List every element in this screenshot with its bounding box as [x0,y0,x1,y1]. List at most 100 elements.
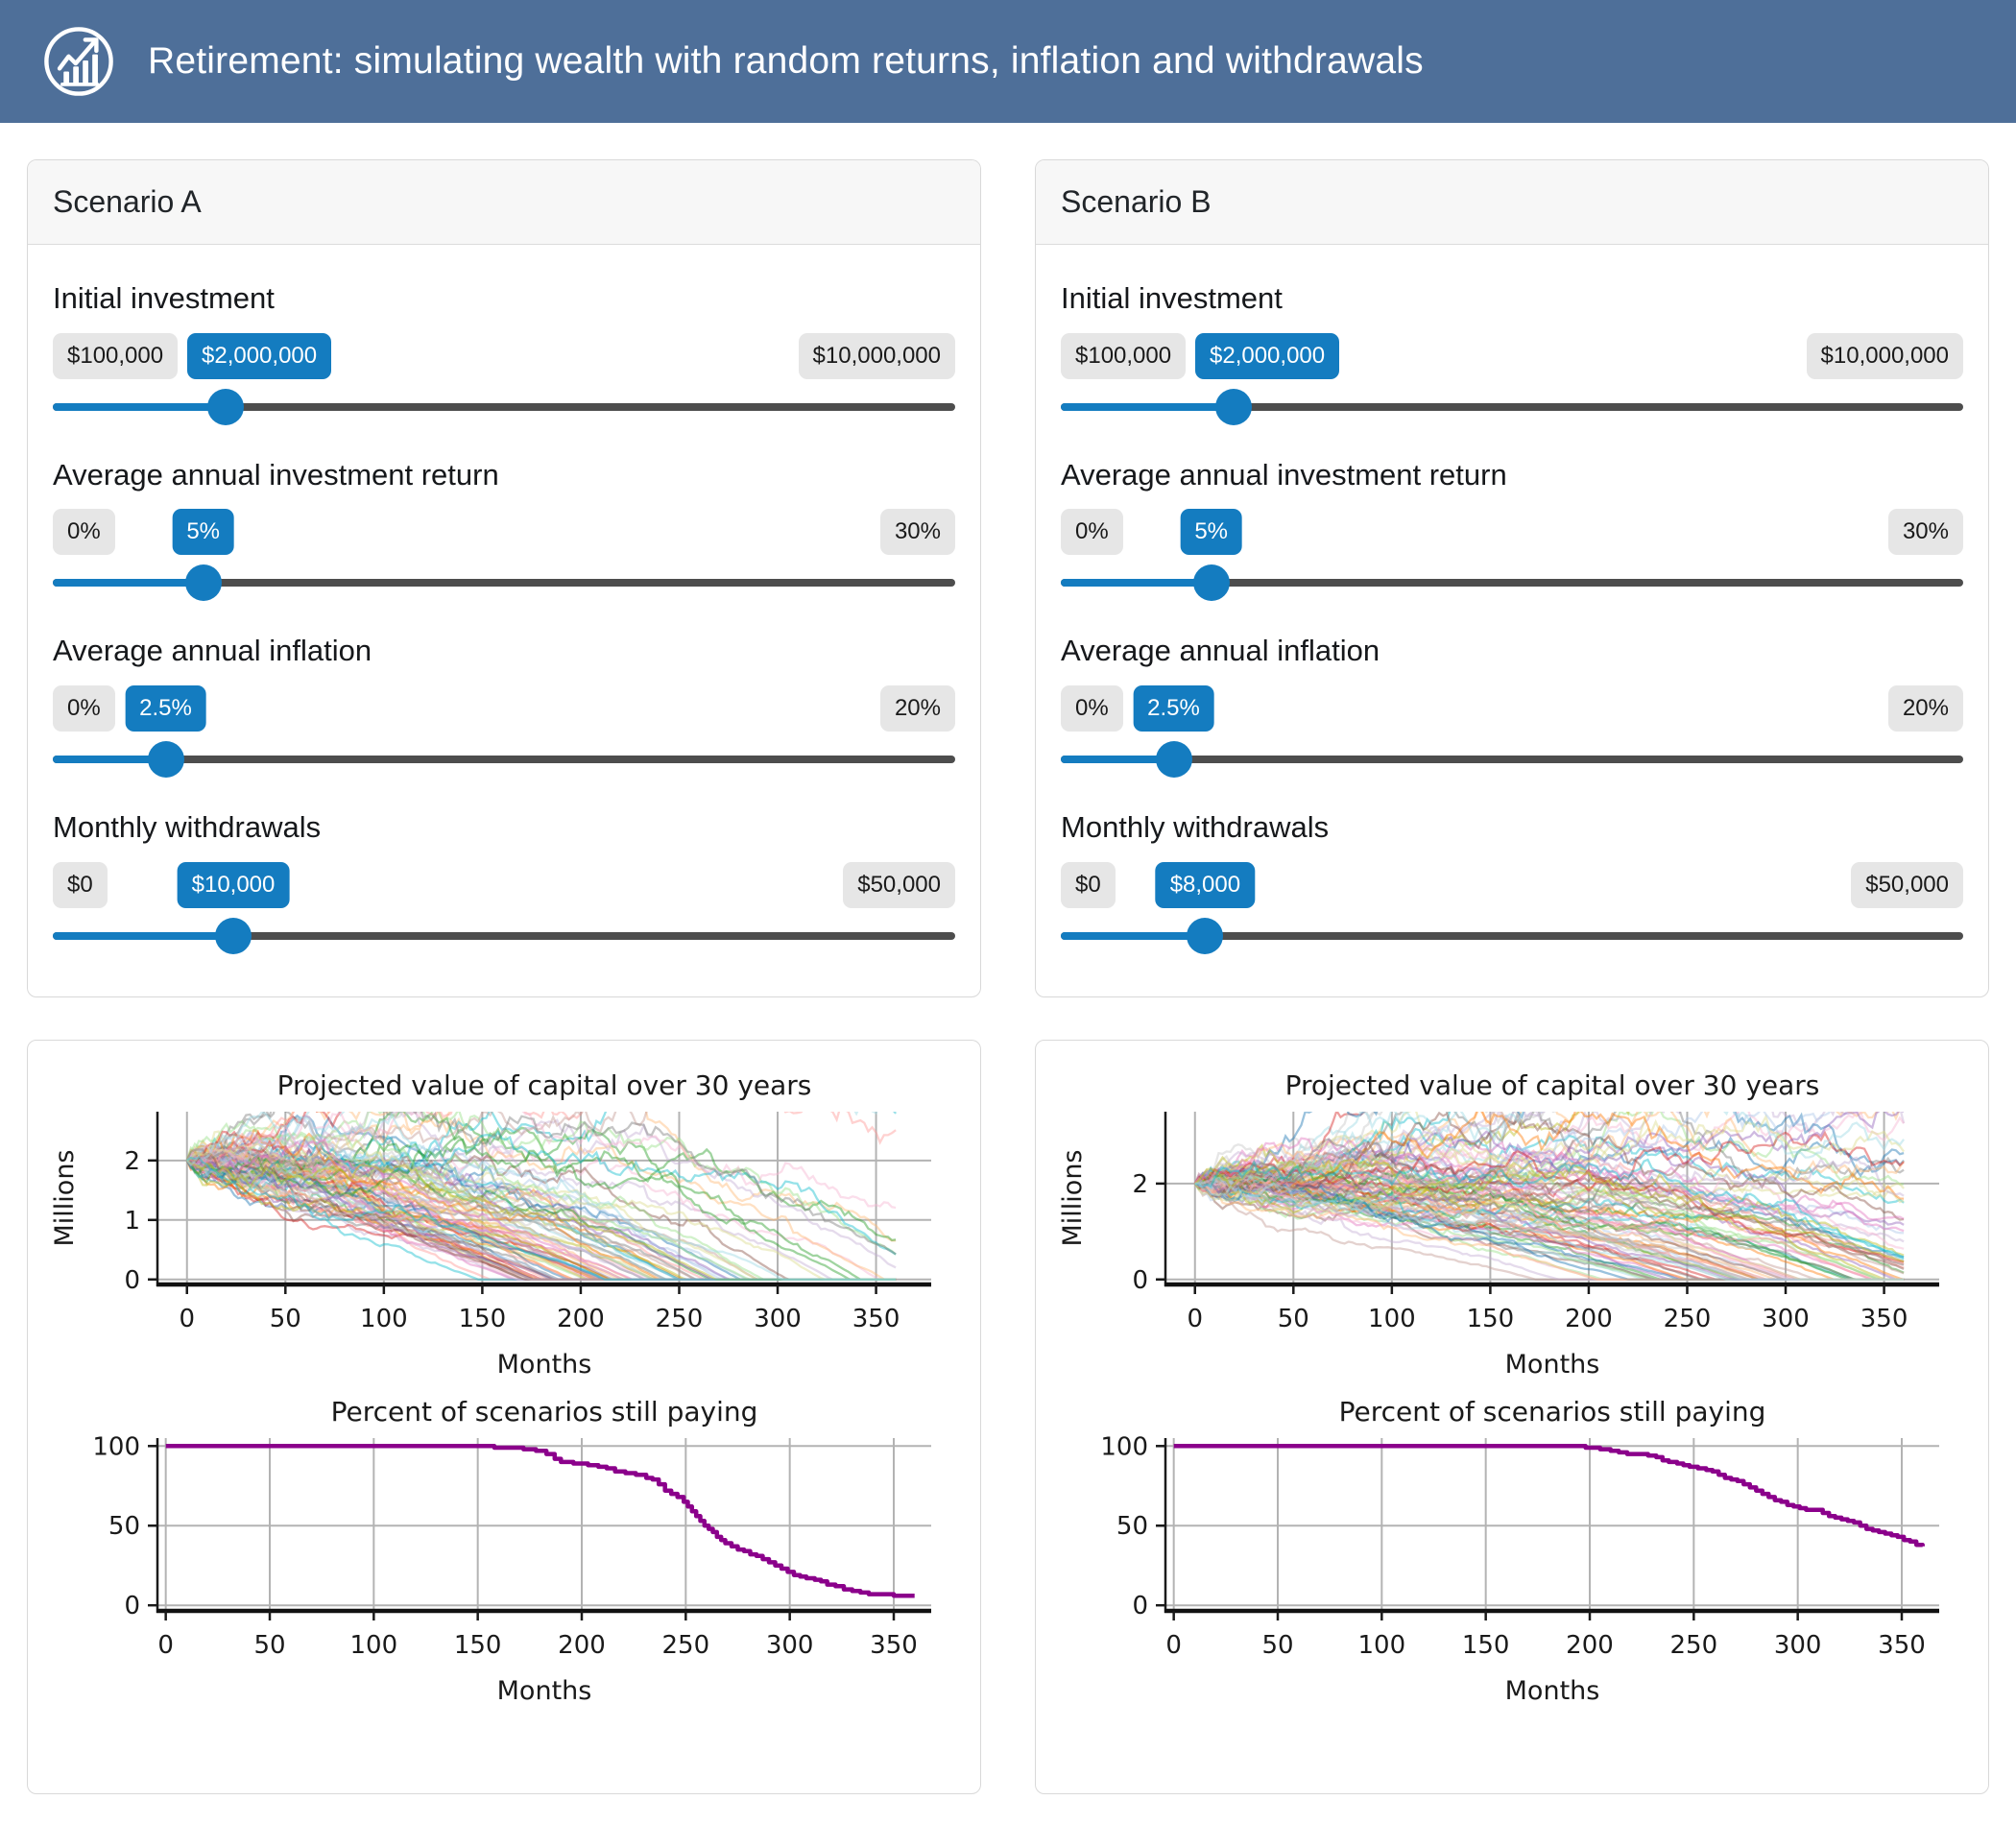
slider-pill-row: 0% 2.5% 20% [53,684,955,732]
slider-track[interactable] [53,739,955,780]
svg-text:Percent of scenarios still pay: Percent of scenarios still paying [331,1396,758,1428]
svg-text:200: 200 [558,1631,606,1660]
main-content: Scenario A Initial investment $100,000 $… [0,123,2016,1794]
svg-text:150: 150 [1462,1631,1510,1660]
scenario-b-title: Scenario B [1036,160,1988,245]
slider-handle[interactable] [147,740,184,778]
scenario-a-charts-panel: 0 50 100 150 200 250 300 350 0 1 2 Projected value … [27,1039,981,1794]
svg-text:100: 100 [360,1305,408,1333]
svg-text:50: 50 [1116,1512,1148,1541]
slider-label: Initial investment [1061,281,1283,315]
slider-max-pill: $10,000,000 [798,332,955,379]
slider-track[interactable] [1061,739,1963,780]
app-title: Retirement: simulating wealth with rando… [148,40,1424,82]
slider-pill-row: $0 $10,000 $50,000 [53,861,955,908]
slider-handle[interactable] [1192,564,1230,602]
svg-text:50: 50 [108,1512,140,1541]
svg-text:150: 150 [459,1305,507,1333]
still-paying-chart-a: 0 50 100 150 200 250 300 350 0 50 100 Percent of sc… [92,1396,931,1706]
slider-track[interactable] [1061,563,1963,603]
scenario-a-panel: Scenario A Initial investment $100,000 $… [27,159,981,997]
slider-handle[interactable] [1155,740,1192,778]
svg-text:50: 50 [270,1305,301,1333]
monthly-withdrawals-slider-a: Monthly withdrawals $0 $10,000 $50,000 [53,810,955,956]
slider-min-pill: 0% [53,684,115,732]
slider-label: Initial investment [53,281,275,315]
slider-min-pill: $100,000 [53,332,179,379]
slider-value-pill: 5% [1180,509,1242,556]
annual-inflation-slider-b: Average annual inflation 0% 2.5% 20% [1061,634,1963,780]
svg-text:Months: Months [1505,1350,1600,1380]
scenario-b-charts-panel: 0 50 100 150 200 250 300 350 0 2 Projected value o… [1035,1039,1989,1794]
svg-text:100: 100 [350,1631,398,1660]
slider-handle[interactable] [215,917,252,954]
slider-min-pill: 0% [53,509,115,556]
svg-text:0: 0 [157,1631,174,1660]
slider-min-pill: $0 [1061,861,1116,908]
app-header: Retirement: simulating wealth with rando… [0,0,2016,123]
svg-text:200: 200 [1566,1631,1614,1660]
svg-text:100: 100 [92,1432,140,1461]
slider-value-pill: 5% [172,509,234,556]
monthly-withdrawals-slider-b: Monthly withdrawals $0 $8,000 $50,000 [1061,810,1963,956]
slider-label: Monthly withdrawals [1061,809,1330,844]
annual-return-slider-a: Average annual investment return 0% 5% 3… [53,458,955,604]
slider-max-pill: 30% [879,509,955,556]
slider-pill-row: 0% 2.5% 20% [1061,684,1963,732]
slider-handle[interactable] [184,564,222,602]
initial-investment-slider-b: Initial investment $100,000 $2,000,000 $… [1061,281,1963,427]
svg-text:100: 100 [1368,1305,1416,1333]
scenario-b-body: Initial investment $100,000 $2,000,000 $… [1036,245,1988,996]
slider-track[interactable] [1061,387,1963,427]
svg-text:350: 350 [1878,1631,1926,1660]
slider-label: Monthly withdrawals [53,809,322,844]
slider-track[interactable] [53,387,955,427]
scenario-a-title: Scenario A [28,160,980,245]
slider-min-pill: $100,000 [1061,332,1187,379]
svg-text:250: 250 [1670,1631,1718,1660]
slider-max-pill: $50,000 [1851,861,1963,908]
slider-track[interactable] [53,916,955,956]
slider-max-pill: $50,000 [843,861,955,908]
svg-text:100: 100 [1358,1631,1406,1660]
slider-value-pill: 2.5% [1133,684,1214,732]
slider-label: Average annual inflation [53,634,372,668]
svg-text:50: 50 [253,1631,285,1660]
svg-text:50: 50 [1278,1305,1309,1333]
svg-text:0: 0 [1132,1592,1148,1620]
slider-label: Average annual investment return [1061,457,1507,492]
slider-handle[interactable] [1215,388,1253,425]
scenario-b-panel: Scenario B Initial investment $100,000 $… [1035,159,1989,997]
slider-max-pill: 30% [1887,509,1963,556]
slider-value-pill: $8,000 [1155,861,1256,908]
slider-pill-row: 0% 5% 30% [53,509,955,556]
svg-text:350: 350 [870,1631,918,1660]
slider-value-pill: $10,000 [177,861,290,908]
svg-text:Months: Months [497,1350,592,1380]
svg-text:Millions: Millions [50,1149,80,1246]
slider-min-pill: 0% [1061,509,1123,556]
wealth-projection-chart-b: 0 50 100 150 200 250 300 350 0 2 Projected value o… [1058,1069,1939,1380]
svg-text:1: 1 [124,1206,140,1235]
svg-text:Months: Months [1505,1676,1600,1706]
svg-text:0: 0 [1187,1305,1203,1333]
slider-pill-row: $100,000 $2,000,000 $10,000,000 [53,332,955,379]
svg-text:Months: Months [497,1676,592,1706]
slider-track[interactable] [53,563,955,603]
svg-text:0: 0 [1132,1265,1148,1294]
slider-handle[interactable] [207,388,245,425]
svg-text:Percent of scenarios still pay: Percent of scenarios still paying [1339,1396,1766,1428]
svg-text:Projected value of capital ove: Projected value of capital over 30 years [1285,1069,1820,1101]
svg-text:150: 150 [1467,1305,1515,1333]
svg-text:0: 0 [1165,1631,1182,1660]
svg-text:200: 200 [557,1305,605,1333]
slider-max-pill: $10,000,000 [1806,332,1963,379]
svg-text:0: 0 [124,1265,140,1294]
scenario-a-body: Initial investment $100,000 $2,000,000 $… [28,245,980,996]
svg-text:0: 0 [179,1305,195,1333]
slider-value-pill: 2.5% [125,684,206,732]
slider-handle[interactable] [1187,917,1224,954]
slider-max-pill: 20% [1887,684,1963,732]
slider-track[interactable] [1061,916,1963,956]
still-paying-chart-b: 0 50 100 150 200 250 300 350 0 50 100 Percent of sc… [1100,1396,1939,1706]
